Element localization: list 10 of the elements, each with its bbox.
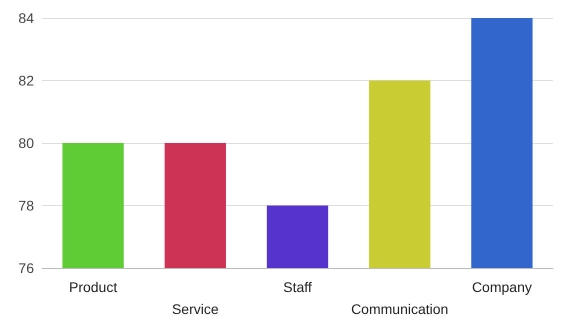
y-tick-label: 80 bbox=[18, 135, 34, 151]
x-tick-label: Company bbox=[472, 279, 532, 295]
y-tick-label: 82 bbox=[18, 72, 34, 88]
x-tick-label: Service bbox=[172, 301, 219, 317]
y-tick-label: 84 bbox=[18, 10, 34, 26]
x-tick-label: Product bbox=[68, 279, 118, 295]
y-tick-label: 78 bbox=[18, 198, 34, 214]
y-tick-label: 76 bbox=[18, 260, 34, 276]
x-tick-label: Staff bbox=[283, 279, 312, 295]
x-tick-label: Communication bbox=[351, 301, 448, 317]
